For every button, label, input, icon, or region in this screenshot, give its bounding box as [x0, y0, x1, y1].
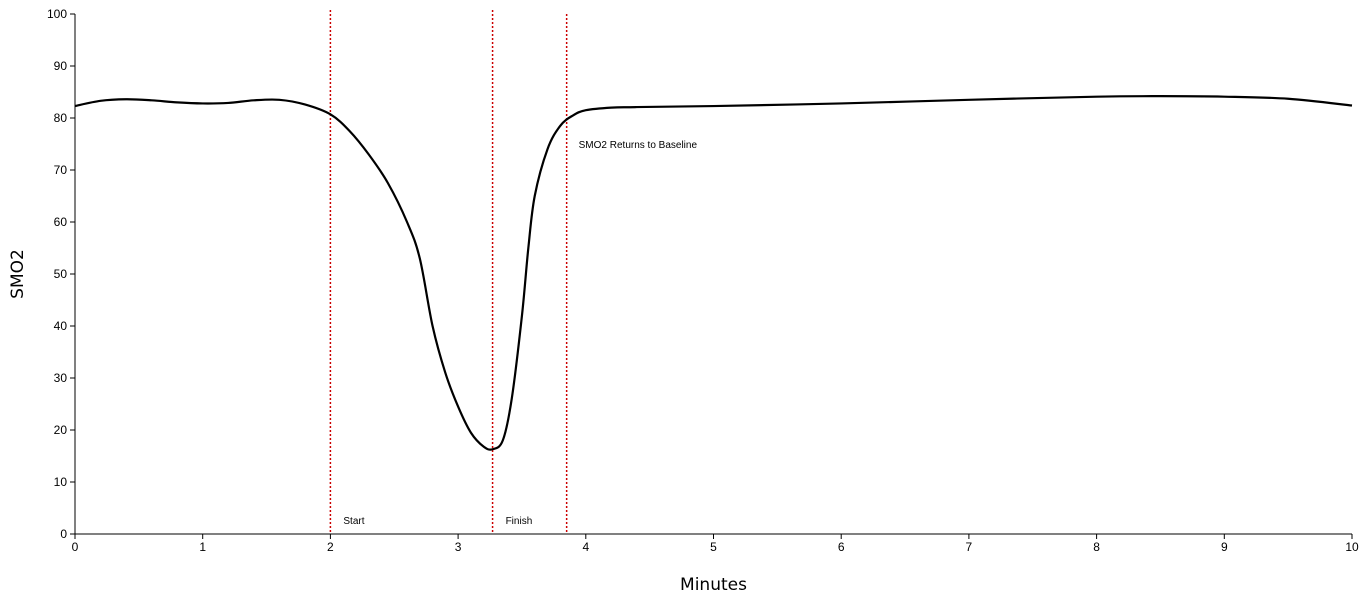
y-tick-label: 90	[54, 59, 68, 73]
marker-label: Finish	[506, 516, 533, 527]
y-tick-label: 70	[54, 163, 68, 177]
y-tick-label: 20	[54, 423, 68, 437]
y-tick-label: 80	[54, 111, 68, 125]
y-tick-label: 0	[60, 527, 67, 541]
axes	[74, 14, 1352, 535]
y-axis-title: SMO2	[8, 249, 28, 299]
y-tick-label: 50	[54, 267, 68, 281]
ticks: 0 10 20 30 40 50 60 70 80 90 100 0 1 2 3 4 5 6 7 8 9 10	[47, 7, 1359, 554]
x-tick-label: 3	[455, 540, 462, 554]
x-tick-label: 5	[710, 540, 717, 554]
x-tick-label: 4	[582, 540, 589, 554]
x-tick-label: 7	[966, 540, 973, 554]
series-line	[74, 95, 1353, 451]
marker-label: Start	[343, 516, 364, 527]
x-tick-label: 0	[72, 540, 79, 554]
x-tick-label: 9	[1221, 540, 1228, 554]
marker-lines: Start Finish SMO2 Returns to Baseline	[329, 10, 698, 534]
x-tick-label: 8	[1093, 540, 1100, 554]
x-tick-label: 2	[327, 540, 334, 554]
y-tick-label: 10	[54, 475, 68, 489]
y-tick-label: 60	[54, 215, 68, 229]
y-tick-label: 100	[47, 7, 67, 21]
marker-label: SMO2 Returns to Baseline	[579, 140, 698, 151]
series	[74, 95, 1353, 451]
y-tick-label: 30	[54, 371, 68, 385]
x-axis-title: Minutes	[680, 575, 747, 595]
x-tick-label: 10	[1345, 540, 1359, 554]
x-tick-label: 1	[199, 540, 206, 554]
y-tick-label: 40	[54, 319, 68, 333]
x-tick-label: 6	[838, 540, 845, 554]
